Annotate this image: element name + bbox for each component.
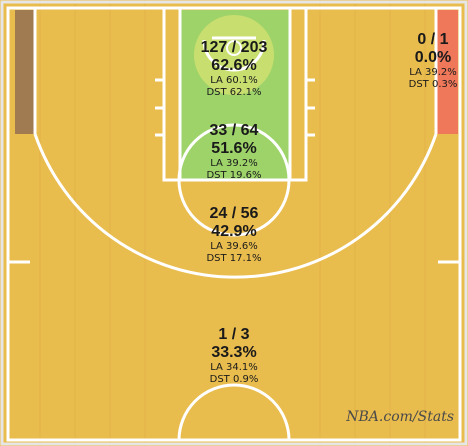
zone-label-right-corner-three: 0 / 1 0.0% LA 39.2% DST 0.3%: [409, 30, 458, 91]
zone-league-average: LA 39.2%: [210, 158, 258, 169]
zone-made-attempted: 24 / 56: [209, 205, 259, 222]
zone-made-attempted: 127 / 203: [200, 39, 268, 56]
wood-grain: [39, 0, 426, 446]
zone-label-above-break-three: 1 / 3 33.3% LA 34.1% DST 0.9%: [210, 325, 259, 386]
zone-made-attempted: 33 / 64: [209, 122, 259, 139]
zone-label-restricted-area: 127 / 203 62.6% LA 60.1% DST 62.1%: [201, 38, 268, 99]
zone-league-average: LA 34.1%: [210, 362, 258, 373]
zone-percentage: 51.6%: [211, 140, 257, 157]
hoop-icon: [226, 40, 242, 56]
zone-distribution: DST 62.1%: [206, 87, 262, 98]
zone-percentage: 33.3%: [211, 344, 257, 361]
zone-made-attempted: 1 / 3: [218, 326, 250, 343]
zone-percentage: 0.0%: [414, 49, 452, 66]
zone-league-average: LA 39.6%: [210, 241, 258, 252]
zone-league-average: LA 60.1%: [210, 75, 258, 86]
zone-made-attempted: 0 / 1: [417, 31, 449, 48]
zone-league-average: LA 39.2%: [409, 67, 457, 78]
zone-distribution: DST 17.1%: [206, 253, 262, 264]
zone-percentage: 42.9%: [211, 223, 257, 240]
zone-percentage: 62.6%: [211, 57, 257, 74]
zone-label-mid-range: 24 / 56 42.9% LA 39.6% DST 17.1%: [206, 204, 261, 265]
zone-distribution: DST 0.3%: [408, 79, 458, 90]
zone-distribution: DST 0.9%: [209, 374, 259, 385]
zone-label-paint: 33 / 64 51.6% LA 39.2% DST 19.6%: [206, 121, 261, 182]
left-corner-three-zone[interactable]: [15, 10, 35, 134]
nba-stats-watermark: NBA.com/Stats: [346, 409, 454, 425]
zone-distribution: DST 19.6%: [206, 170, 262, 181]
right-corner-three-zone[interactable]: [436, 10, 458, 134]
